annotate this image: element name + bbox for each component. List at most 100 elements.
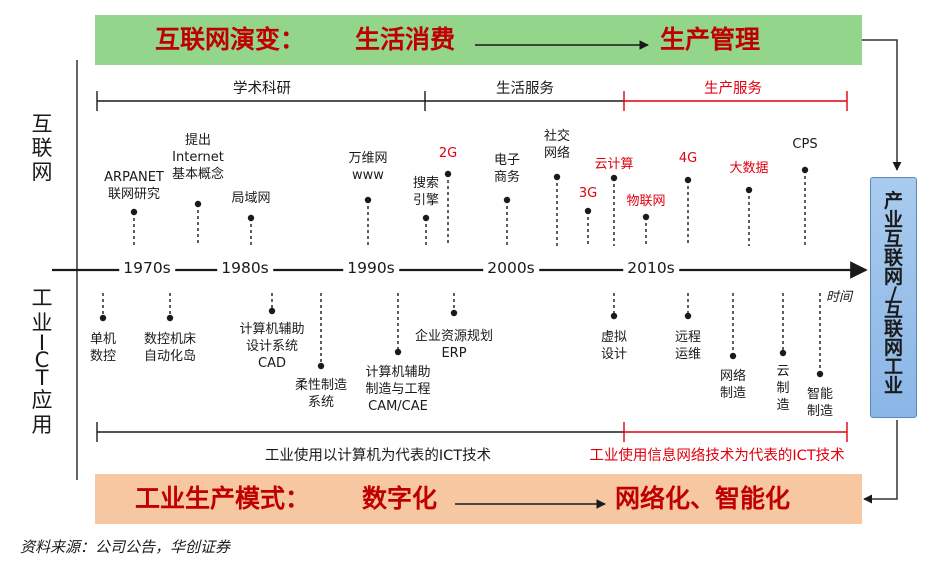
internet-event-dot [364, 196, 372, 204]
internet-event-label: 3G [579, 185, 597, 202]
ict-event-dot [450, 309, 458, 317]
internet-event-label: 大数据 [729, 160, 768, 177]
internet-event-label-line: 3G [578, 186, 598, 201]
internet-event-label-line: www [352, 168, 384, 183]
result-box-char: 产 [883, 190, 903, 212]
ict-event-dot [166, 314, 174, 322]
result-box-char: 工 [883, 356, 903, 378]
internet-event-label: ARPANET 联网研究 [104, 169, 164, 203]
internet-event-dot [247, 214, 255, 222]
ict-event-label-line: 柔性制造 [294, 378, 348, 393]
internet-event-dot [130, 208, 138, 216]
lower-event-stems [99, 293, 824, 378]
result-box-char: 业 [883, 209, 903, 231]
ict-event-label: 计算机辅助 制造与工程 CAM/CAE [365, 364, 430, 415]
result-box-char: 网 [883, 337, 903, 359]
ict-event-dot [610, 312, 618, 320]
top-banner [95, 15, 862, 65]
ict-event-label-line: 网络 [719, 369, 747, 384]
internet-event-label-line: ARPANET [104, 170, 164, 185]
internet-event-label-line: 2G [438, 146, 458, 161]
ict-event-label-line: 数控 [89, 349, 117, 364]
ict-event-label-line: 设计系统 [245, 339, 299, 354]
bottom-bracket [96, 422, 848, 442]
ict-event-label-line: 计算机辅助 [239, 322, 305, 337]
internet-event-dot [503, 196, 511, 204]
internet-event-label-line: 大数据 [729, 161, 769, 176]
ict-event-label-line: 制 [776, 381, 790, 396]
ict-event-label-line: 制造 [806, 404, 834, 419]
ict-event-label: 计算机辅助设计系统 CAD [239, 321, 304, 372]
ict-event-label-line: CAM/CAE [368, 399, 428, 414]
bottom-connector [863, 420, 898, 504]
internet-event-label-line: 万维网 [348, 151, 388, 166]
result-box-char: 网 [883, 266, 903, 288]
ict-event-label-line: 远程 [674, 330, 702, 345]
internet-event-dot [642, 213, 650, 221]
result-box-char: 联 [883, 247, 903, 269]
internet-event-label: 搜索 引擎 [413, 175, 439, 209]
internet-event-dot [610, 174, 618, 182]
result-box-char: 业 [883, 375, 903, 397]
ict-side-label: 工 业 I C T 应 用 [31, 286, 53, 437]
internet-event-label: 社交 网络 [544, 128, 570, 162]
ict-event-label-line: 系统 [307, 395, 335, 410]
ict-event-label-line: 自动化岛 [143, 349, 197, 364]
internet-event-label-line: 商务 [493, 170, 521, 185]
top-connector [862, 39, 902, 171]
segment-production-services: 生产服务 [704, 81, 762, 97]
internet-event-label-line: 提出 [184, 133, 212, 148]
ict-event-label: 数控机床 自动化岛 [144, 331, 196, 365]
decade-label: 1990s [343, 258, 399, 278]
ict-event-label-line: 企业资源规划 [414, 329, 494, 344]
ict-event-dot [729, 352, 737, 360]
time-axis-label: 时间 [826, 290, 853, 305]
ict-event-label: 远程 运维 [675, 329, 701, 363]
bottom-banner [95, 474, 862, 524]
segment-network-ict: 工业使用信息网络技术为代表的ICT技术 [589, 448, 845, 464]
internet-event-dot [553, 173, 561, 181]
ict-event-label-line: 数控机床 [143, 332, 197, 347]
decade-label: 2000s [483, 258, 539, 278]
internet-event-dot [684, 176, 692, 184]
decade-label: 2010s [623, 258, 679, 278]
bottom-banner-from: 数字化 [362, 484, 438, 513]
ict-event-dot [268, 307, 276, 315]
result-box-char: 联 [883, 318, 903, 340]
ict-event-label: 企业资源规划 ERP [415, 328, 493, 362]
top-banner-prefix: 互联网演变： [155, 25, 306, 54]
ict-event-dot [816, 370, 824, 378]
internet-event-label-line: Internet [172, 150, 224, 165]
result-box-char: 互 [883, 228, 903, 250]
ict-event-dot [99, 314, 107, 322]
internet-event-dot [745, 186, 753, 194]
decade-label: 1970s [119, 258, 175, 278]
ict-event-dot [394, 348, 402, 356]
ict-event-label-line: 虚拟 [600, 330, 628, 345]
ict-event-label-line: 造 [776, 398, 790, 413]
internet-event-label-line: 云计算 [594, 157, 634, 172]
ict-event-label: 云制造 [776, 363, 789, 414]
ict-event-label-line: 计算机辅助 [365, 365, 431, 380]
ict-event-dot [317, 362, 325, 370]
ict-event-label-line: 单机 [89, 332, 117, 347]
internet-side-label: 互 联 网 [31, 112, 53, 184]
internet-event-label: 2G [439, 145, 457, 162]
internet-event-label-line: 基本概念 [171, 167, 225, 182]
internet-event-dot [584, 207, 592, 215]
internet-event-label-line: 物联网 [626, 194, 666, 209]
top-banner-from: 生活消费 [355, 25, 456, 54]
ict-event-label-line: CAD [258, 356, 286, 371]
result-box-char: 互 [883, 299, 903, 321]
ict-event-label: 智能 制造 [807, 386, 833, 420]
internet-event-label: 云计算 [594, 156, 633, 173]
ict-event-label: 柔性制造 系统 [295, 377, 347, 411]
internet-event-label: 4G [679, 150, 697, 167]
ict-event-dot [684, 312, 692, 320]
internet-event-label-line: 局域网 [231, 191, 271, 206]
internet-event-label: 提出 Internet 基本概念 [172, 132, 224, 183]
internet-event-label-line: 社交 [543, 129, 571, 144]
segment-computer-ict: 工业使用以计算机为代表的ICT技术 [264, 448, 492, 464]
bottom-banner-prefix: 工业生产模式： [135, 484, 311, 513]
